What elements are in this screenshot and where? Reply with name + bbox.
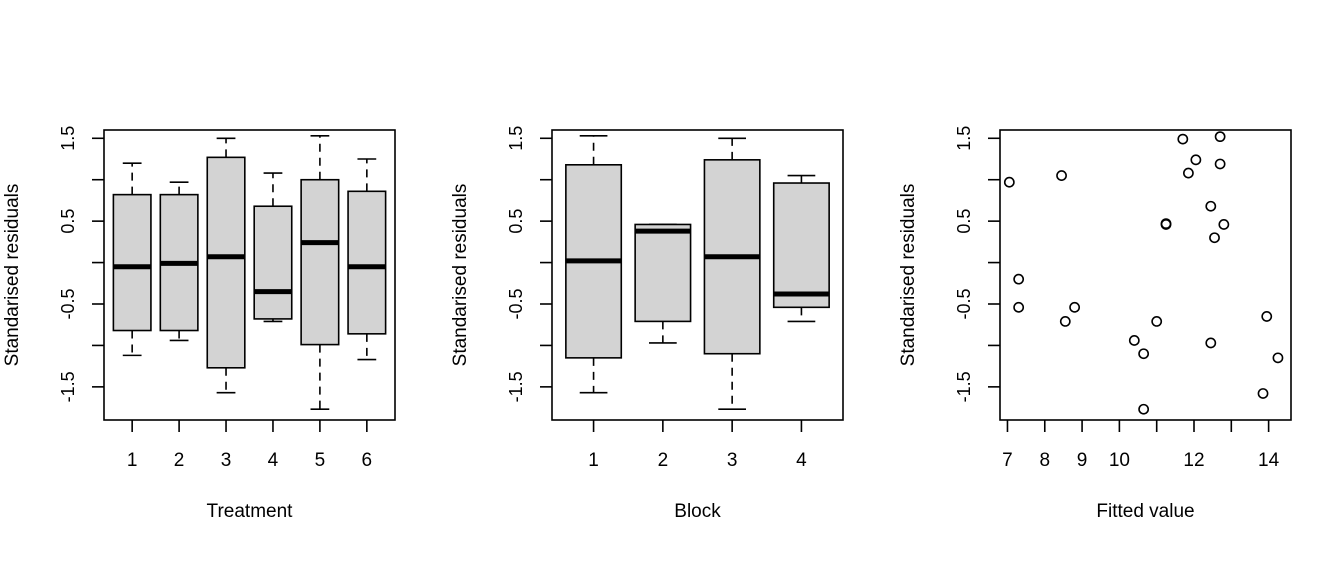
data-point	[1214, 131, 1226, 143]
data-point	[1013, 301, 1025, 313]
data-point	[1183, 167, 1194, 179]
data-point	[1272, 352, 1284, 364]
data-point	[1205, 200, 1217, 212]
block-panel: -1.5 -0.5 0.5 1.5 Standarised residuals Block…	[450, 126, 844, 522]
x-tick-label: 3	[221, 450, 232, 471]
box-body	[112, 193, 152, 332]
y-tick-label: 0.5	[954, 209, 974, 234]
treatment-panel: -1.5 -0.5 0.5 1.5 Standarised residuals Treat…	[2, 126, 396, 522]
data-point	[1261, 311, 1273, 322]
x-tick-label: 4	[268, 450, 279, 471]
box-4	[772, 174, 830, 323]
x-axis-label: Fitted value	[1096, 501, 1194, 522]
data-point	[1138, 348, 1150, 360]
x-tick-label: 10	[1109, 450, 1130, 471]
data-point	[1209, 232, 1220, 244]
data-point	[1003, 176, 1015, 188]
y-tick-label: -1.5	[954, 371, 974, 402]
x-tick-label: 1	[127, 450, 138, 471]
x-axis-label: Treatment	[207, 501, 294, 522]
box-body	[206, 156, 246, 369]
data-point	[1059, 315, 1071, 327]
box-body	[300, 178, 340, 346]
y-tick-label: -0.5	[58, 288, 78, 319]
box-3	[206, 137, 246, 394]
x-tick-label: 2	[658, 450, 669, 471]
box-body	[253, 205, 293, 320]
box-4	[253, 172, 293, 323]
x-tick-label: 2	[174, 450, 185, 471]
box-3	[703, 137, 761, 411]
y-tick-label: -1.5	[58, 371, 78, 402]
x-tick-label: 14	[1258, 450, 1280, 471]
data-point	[1205, 337, 1217, 349]
box-2	[634, 223, 692, 344]
data-point	[1257, 388, 1269, 399]
plot-frame	[551, 129, 844, 421]
y-tick-label: -1.5	[506, 371, 526, 402]
box-1	[565, 135, 623, 394]
data-point	[1069, 301, 1081, 313]
y-tick-label: -0.5	[506, 288, 526, 319]
y-tick-label: 0.5	[58, 209, 78, 234]
data-point	[1190, 154, 1202, 166]
plot-frame	[103, 129, 396, 421]
data-point	[1013, 273, 1025, 285]
data-point	[1128, 335, 1140, 346]
y-tick-label: 1.5	[954, 126, 974, 151]
box-body	[634, 223, 692, 323]
y-axis-label: Standarised residuals	[450, 184, 471, 367]
box-body	[347, 190, 387, 335]
data-point	[1218, 219, 1230, 230]
box-6	[347, 158, 387, 361]
fitted-value-panel: -1.5 -0.5 0.5 1.5 Standarised residuals Fitte…	[898, 126, 1292, 522]
x-tick-label: 8	[1039, 450, 1050, 471]
x-tick-label: 5	[315, 450, 326, 471]
y-axis-label: Standarised residuals	[2, 184, 23, 367]
plot-frame	[999, 129, 1292, 421]
data-point	[1056, 170, 1067, 181]
data-point	[1151, 315, 1163, 327]
y-axis-label: Standarised residuals	[898, 184, 919, 367]
x-tick-label: 3	[727, 450, 738, 471]
y-tick-label: 1.5	[506, 126, 526, 151]
x-axis-label: Block	[674, 501, 721, 522]
box-body	[772, 182, 830, 309]
data-point	[1177, 133, 1189, 145]
x-tick-label: 1	[588, 450, 599, 471]
x-tick-label: 9	[1077, 450, 1088, 471]
y-tick-label: -0.5	[954, 288, 974, 319]
data-point	[1160, 218, 1172, 230]
data-point	[1138, 403, 1150, 415]
x-tick-label: 12	[1183, 450, 1204, 471]
y-tick-label: 0.5	[506, 209, 526, 234]
x-tick-label: 4	[796, 450, 807, 471]
box-1	[112, 162, 152, 357]
y-tick-label: 1.5	[58, 126, 78, 151]
x-tick-label: 7	[1002, 450, 1013, 471]
x-tick-label: 6	[362, 450, 373, 471]
box-2	[159, 181, 199, 342]
data-point	[1214, 158, 1226, 170]
box-5	[300, 135, 340, 411]
